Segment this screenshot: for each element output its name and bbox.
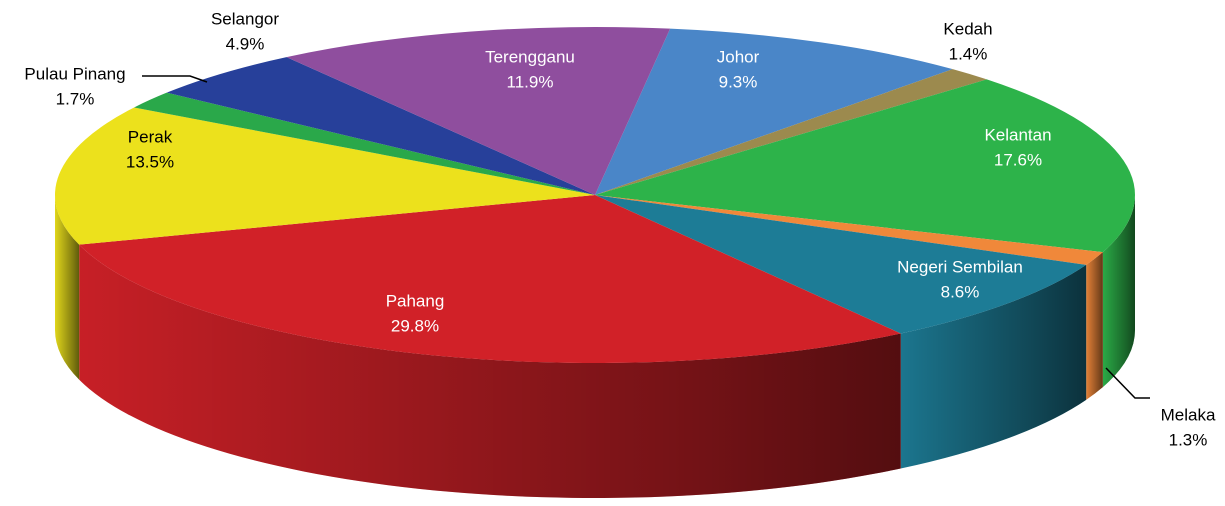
sides xyxy=(55,195,1135,498)
leader-line xyxy=(1105,367,1150,399)
slice-value-label: 8.6% xyxy=(941,282,980,301)
slice xyxy=(166,57,595,195)
slice-label: Johor xyxy=(717,47,760,66)
slice xyxy=(79,195,901,363)
slice-side-shade xyxy=(1086,252,1103,400)
slice-value-label: 9.3% xyxy=(719,72,758,91)
tops xyxy=(54,27,1136,363)
slice xyxy=(54,107,595,245)
slice-value-label: 1.3% xyxy=(1169,430,1208,449)
slice xyxy=(595,195,1103,265)
slice-value-label: 4.9% xyxy=(226,34,265,53)
leader-line xyxy=(142,75,208,83)
slice-value-label: 1.7% xyxy=(56,89,95,108)
slice-side-shade xyxy=(1102,195,1135,388)
slice-side-shade xyxy=(79,244,901,498)
slice-side-shade xyxy=(55,195,80,380)
labels: Johor 9.3% Kedah 1.4% Kelantan 17.6% Melaka 1.3… xyxy=(24,9,1216,449)
slice-value-label: 17.6% xyxy=(994,150,1042,169)
slice-label: Terengganu xyxy=(485,47,575,66)
slice-label: Negeri Sembilan xyxy=(897,257,1023,276)
slice-value-label: 29.8% xyxy=(391,316,439,335)
slice-label: Pulau Pinang xyxy=(24,64,125,83)
slice xyxy=(286,27,671,195)
slice-label: Selangor xyxy=(211,9,279,28)
slice xyxy=(595,28,953,195)
slice xyxy=(595,79,1136,253)
slice-value-label: 1.4% xyxy=(949,44,988,63)
slice-label: Kedah xyxy=(943,19,992,38)
slice-value-label: 13.5% xyxy=(126,152,174,171)
slice xyxy=(595,69,987,195)
slice-label: Kelantan xyxy=(984,125,1051,144)
slice-value-label: 11.9% xyxy=(507,72,554,91)
slice-label: Perak xyxy=(128,127,173,146)
slice-label: Pahang xyxy=(386,291,445,310)
slice-label: Melaka xyxy=(1161,405,1216,424)
slice xyxy=(134,92,595,195)
slice xyxy=(595,195,1087,334)
slice-side-shade xyxy=(900,264,1087,469)
